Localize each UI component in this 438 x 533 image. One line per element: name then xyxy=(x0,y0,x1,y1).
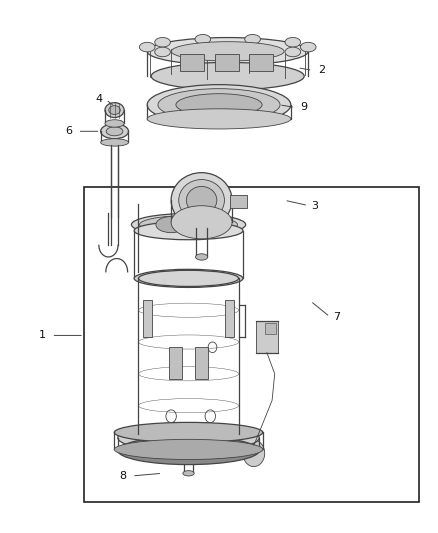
Ellipse shape xyxy=(109,106,120,115)
Ellipse shape xyxy=(105,103,124,117)
Circle shape xyxy=(243,440,265,466)
Ellipse shape xyxy=(171,173,232,228)
Ellipse shape xyxy=(101,139,128,146)
Ellipse shape xyxy=(155,37,170,47)
Ellipse shape xyxy=(183,471,194,476)
Bar xyxy=(195,348,208,379)
Ellipse shape xyxy=(195,50,211,60)
Ellipse shape xyxy=(140,215,237,233)
Text: 6: 6 xyxy=(65,126,72,136)
Ellipse shape xyxy=(176,94,262,116)
Ellipse shape xyxy=(300,42,316,52)
Text: 8: 8 xyxy=(120,471,127,481)
Circle shape xyxy=(233,197,240,206)
Bar xyxy=(180,54,204,71)
Ellipse shape xyxy=(285,47,300,56)
Ellipse shape xyxy=(138,270,239,286)
Text: 2: 2 xyxy=(318,66,325,75)
Ellipse shape xyxy=(101,124,128,139)
Ellipse shape xyxy=(156,216,186,233)
Ellipse shape xyxy=(106,127,123,136)
Text: 1: 1 xyxy=(39,330,46,341)
Ellipse shape xyxy=(131,214,246,236)
Ellipse shape xyxy=(195,254,208,260)
Text: 3: 3 xyxy=(311,200,318,211)
Text: 9: 9 xyxy=(300,102,307,112)
Bar xyxy=(143,300,152,337)
Ellipse shape xyxy=(134,222,243,240)
Ellipse shape xyxy=(147,85,291,125)
Ellipse shape xyxy=(195,35,211,44)
Ellipse shape xyxy=(158,88,280,121)
Ellipse shape xyxy=(139,42,155,52)
Bar xyxy=(215,54,239,71)
Bar xyxy=(265,324,276,334)
Ellipse shape xyxy=(134,269,243,287)
Ellipse shape xyxy=(186,187,217,214)
Ellipse shape xyxy=(285,37,300,47)
Text: 4: 4 xyxy=(96,94,103,104)
Ellipse shape xyxy=(191,216,221,233)
Ellipse shape xyxy=(155,47,170,56)
Bar xyxy=(169,348,182,379)
Bar xyxy=(225,300,234,337)
Ellipse shape xyxy=(114,422,263,442)
Circle shape xyxy=(257,330,268,343)
Ellipse shape xyxy=(245,35,261,44)
Ellipse shape xyxy=(114,439,263,459)
Ellipse shape xyxy=(147,109,291,129)
Ellipse shape xyxy=(171,42,284,61)
Bar xyxy=(230,195,247,208)
Bar xyxy=(84,187,419,503)
Ellipse shape xyxy=(105,120,124,127)
Ellipse shape xyxy=(118,424,259,452)
Ellipse shape xyxy=(179,180,224,221)
Bar xyxy=(256,321,278,353)
Ellipse shape xyxy=(147,37,308,65)
Text: 7: 7 xyxy=(333,312,340,322)
Bar xyxy=(250,54,273,71)
Ellipse shape xyxy=(151,62,304,90)
Ellipse shape xyxy=(245,50,261,60)
Ellipse shape xyxy=(171,206,232,239)
Ellipse shape xyxy=(118,437,259,465)
